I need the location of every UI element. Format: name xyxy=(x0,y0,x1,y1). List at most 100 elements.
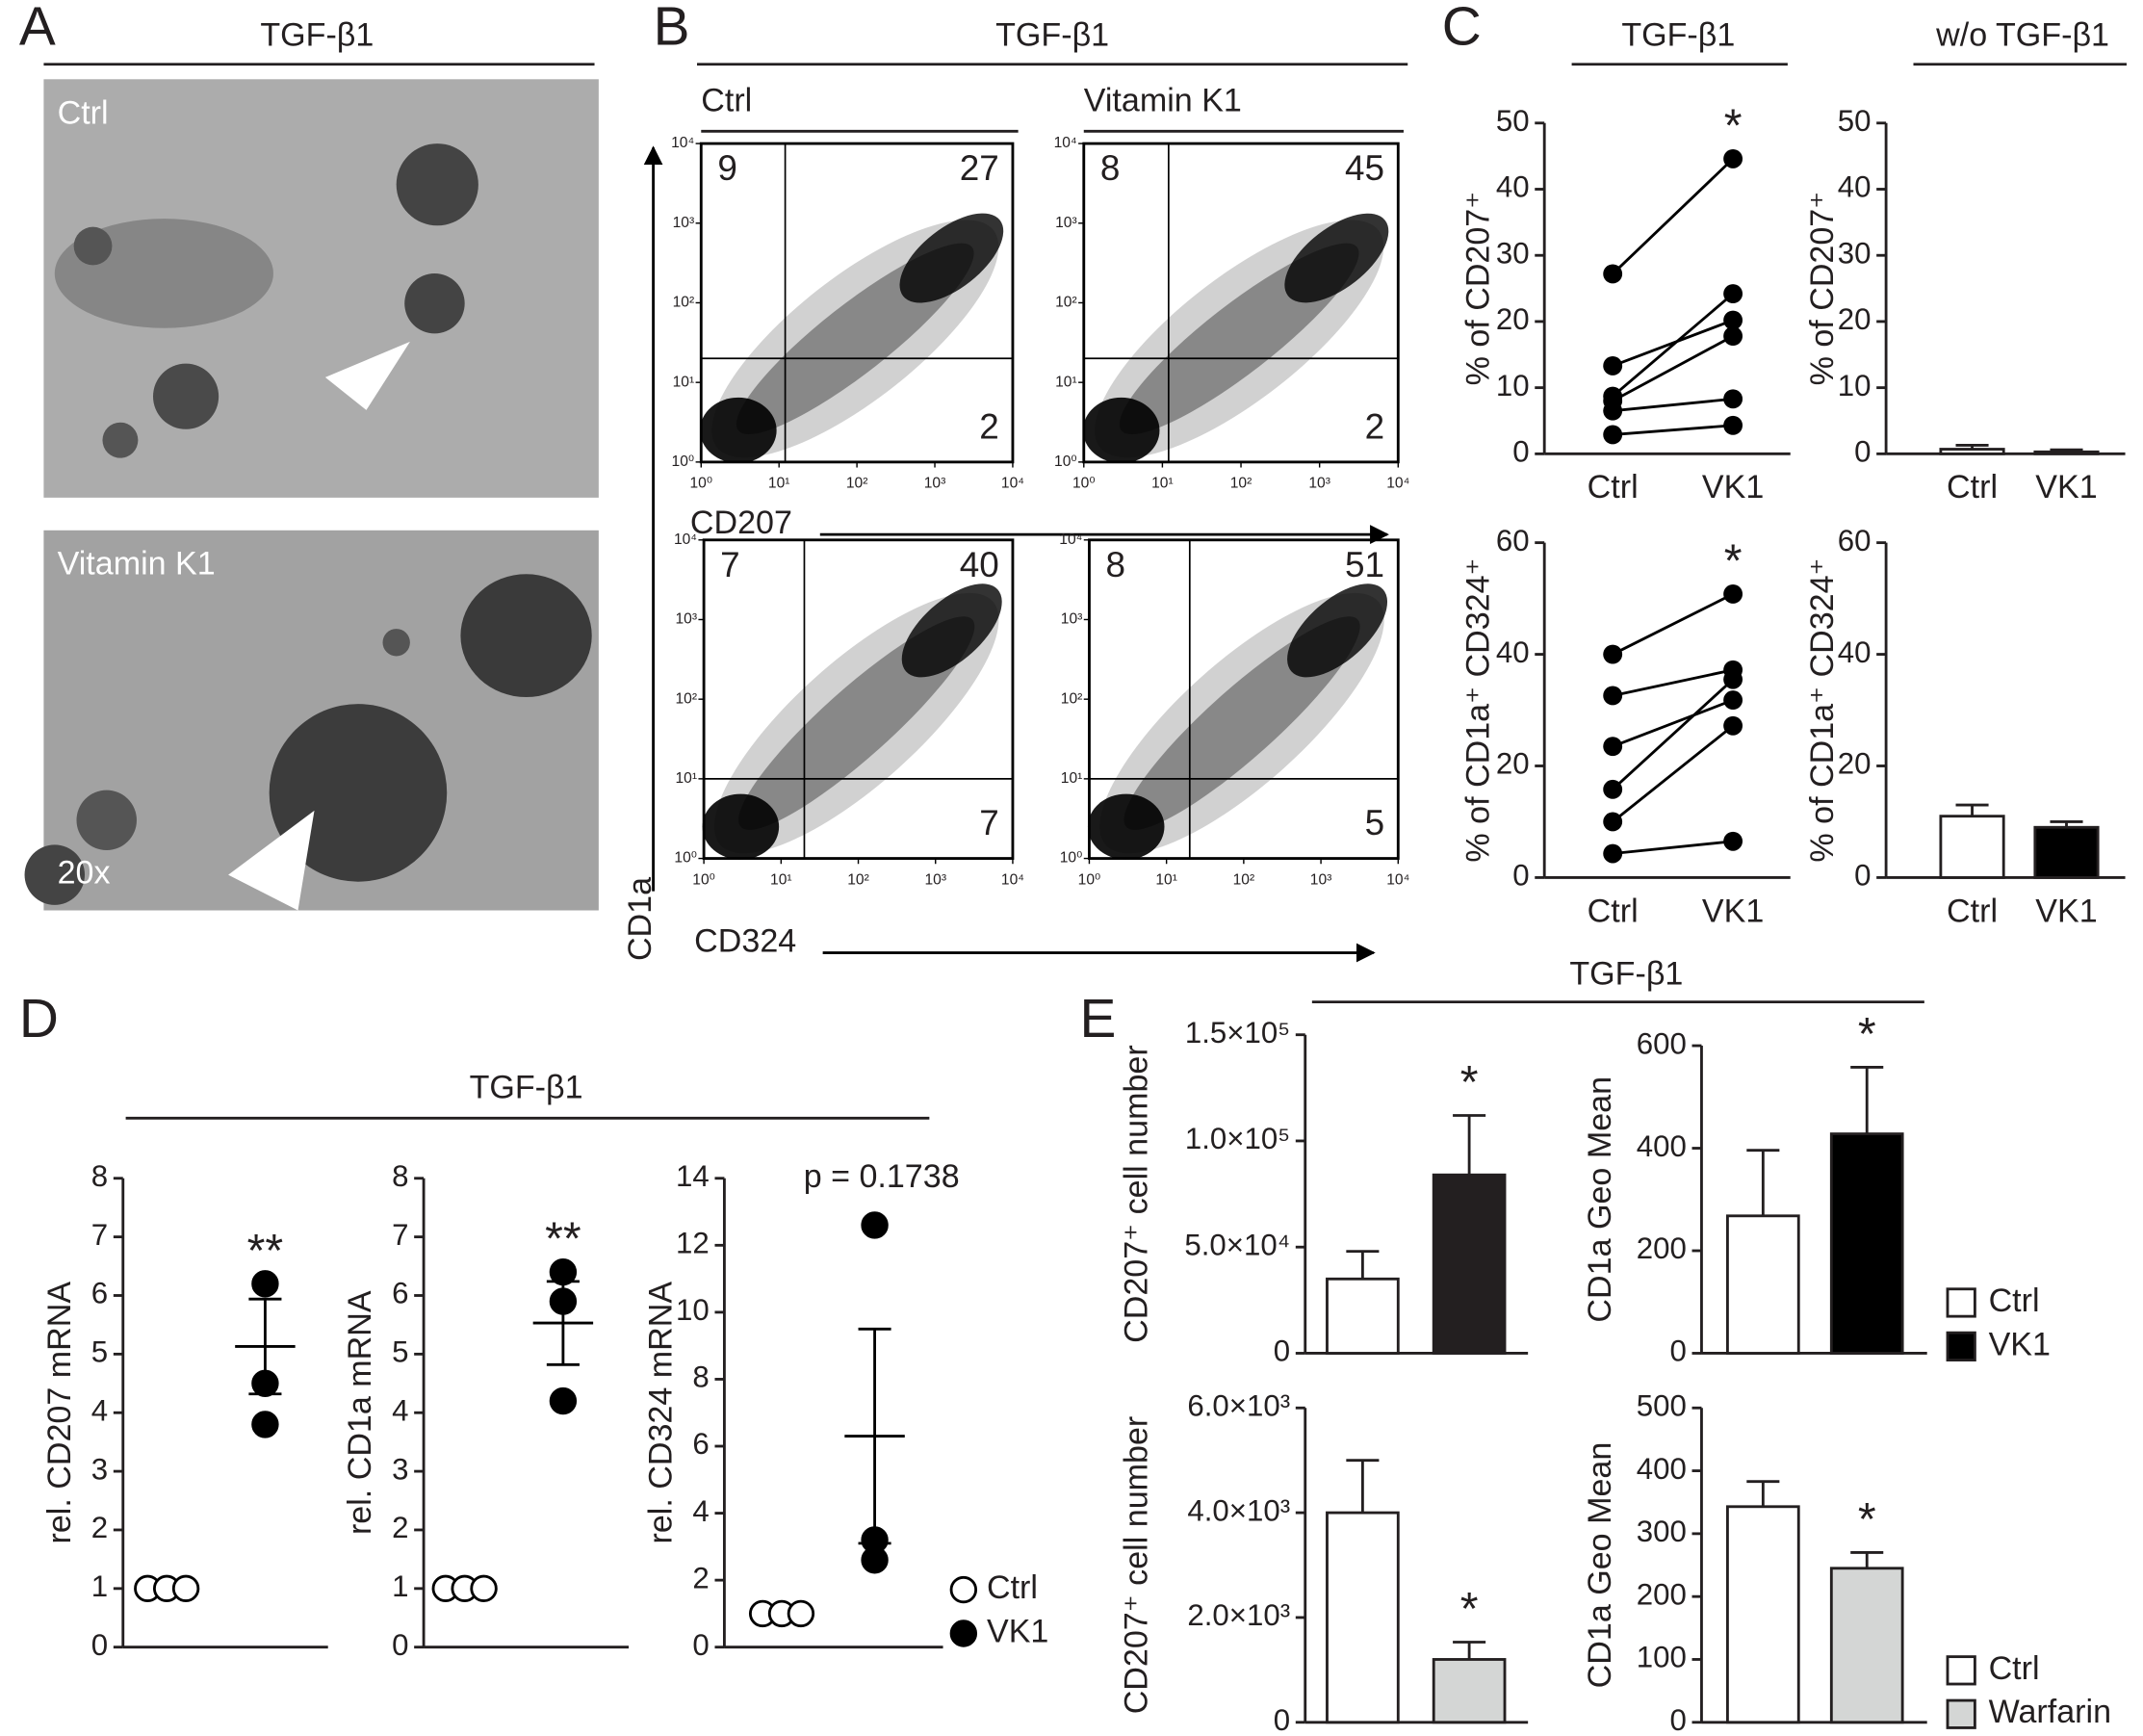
data-point xyxy=(1603,356,1623,376)
dot-cloud xyxy=(1287,583,1388,678)
y-tick-label: 3 xyxy=(392,1452,408,1486)
y-tick-label: 5 xyxy=(91,1335,108,1369)
panel-header: TGF-β1 xyxy=(260,16,374,53)
x-tick-label: 10⁴ xyxy=(1386,476,1409,492)
x-tick-label: 10² xyxy=(846,476,868,492)
legend-swatch xyxy=(1946,1331,1976,1361)
y-tick-label: 6.0×10³ xyxy=(1187,1389,1290,1423)
y-tick-label: 10⁰ xyxy=(1060,850,1083,867)
x-tick-label: 10¹ xyxy=(1155,871,1177,888)
y-tick-label: 10⁰ xyxy=(1054,453,1077,470)
y-tick-label: 0 xyxy=(692,1628,709,1662)
quadrant-value: 51 xyxy=(1345,545,1384,584)
y-tick-label: 6 xyxy=(91,1277,108,1310)
pair-line xyxy=(1612,334,1734,402)
x-tick-label: 10³ xyxy=(1310,871,1332,888)
y-tick-label: 100 xyxy=(1637,1641,1687,1674)
x-tick-label: Ctrl xyxy=(1947,469,1998,505)
y-tick-label: 10¹ xyxy=(673,374,695,390)
x-tick-label: 10⁰ xyxy=(1078,871,1101,888)
data-point xyxy=(1723,690,1743,711)
y-tick-label: 10¹ xyxy=(1055,374,1077,390)
y-tick-label: 10⁰ xyxy=(672,453,695,470)
y-tick-label: 14 xyxy=(676,1159,710,1193)
y-tick-label: 400 xyxy=(1637,1452,1687,1486)
data-point xyxy=(470,1574,498,1603)
x-tick-label: Ctrl xyxy=(1588,469,1639,505)
data-point xyxy=(251,1411,279,1438)
pair-line xyxy=(1612,319,1734,368)
x-tick-label: 10¹ xyxy=(768,476,790,492)
data-point xyxy=(861,1211,889,1239)
y-tick-label: 6 xyxy=(392,1277,408,1310)
image-label: Vitamin K1 xyxy=(58,546,216,583)
bar xyxy=(1726,1505,1800,1724)
y-tick-label: 0 xyxy=(1274,1703,1290,1736)
quadrant-value: 27 xyxy=(960,148,999,188)
y-tick-label: 0 xyxy=(1854,859,1871,893)
y-axis-label: rel. CD1a mRNA xyxy=(342,1290,378,1535)
annotation: * xyxy=(1724,99,1743,151)
data-point xyxy=(1723,831,1743,851)
legend-marker xyxy=(949,1575,978,1604)
data-point xyxy=(1603,812,1623,832)
bar xyxy=(1326,1511,1400,1724)
bar xyxy=(1939,815,2005,879)
pair-line xyxy=(1612,292,1735,398)
data-point xyxy=(1723,326,1743,346)
panel-header: TGF-β1 xyxy=(470,1069,583,1105)
quadrant-value: 5 xyxy=(1365,803,1385,842)
y-tick-label: 10⁴ xyxy=(1054,135,1077,151)
data-point xyxy=(861,1546,889,1574)
pair-line xyxy=(1613,424,1734,436)
annotation: ** xyxy=(545,1213,581,1265)
quadrant-value: 40 xyxy=(960,545,999,584)
y-tick-label: 0 xyxy=(1669,1703,1686,1736)
y-tick-label: 2 xyxy=(91,1511,108,1544)
x-tick-label: Ctrl xyxy=(1588,893,1639,929)
x-tick-label: 10³ xyxy=(924,871,946,888)
pair-line xyxy=(1612,157,1735,275)
bar xyxy=(2033,825,2100,879)
y-axis-label: % of CD1a⁺ CD324⁺ xyxy=(1804,557,1841,862)
y-tick-label: 4 xyxy=(392,1393,408,1427)
y-tick-label: 0 xyxy=(1512,435,1529,469)
y-tick-label: 4.0×10³ xyxy=(1187,1493,1290,1527)
quadrant-value: 9 xyxy=(717,148,737,188)
y-tick-label: 12 xyxy=(676,1227,710,1260)
y-tick-label: 20 xyxy=(1496,302,1530,336)
legend-label: Ctrl xyxy=(1989,1283,2040,1319)
data-point xyxy=(1603,779,1623,799)
y-tick-label: 0 xyxy=(1854,435,1871,469)
x-tick-label: 10⁴ xyxy=(1001,871,1024,888)
y-tick-label: 8 xyxy=(692,1360,709,1394)
panel-label: C xyxy=(1442,0,1482,57)
y-tick-label: 0 xyxy=(1274,1334,1290,1368)
y-tick-label: 10² xyxy=(1061,690,1083,707)
y-axis-label: CD1a Geo Mean xyxy=(1582,1442,1618,1689)
pair-line xyxy=(1612,724,1734,823)
annotation: * xyxy=(1724,534,1743,586)
data-point xyxy=(1603,401,1623,421)
y-tick-label: 2.0×10³ xyxy=(1187,1598,1290,1632)
x-tick-label: 10⁰ xyxy=(689,476,712,492)
panel-header: TGF-β1 xyxy=(1621,16,1735,53)
legend-label: Warfarin xyxy=(1989,1694,2111,1730)
y-tick-label: 10¹ xyxy=(1061,770,1083,787)
y-tick-label: 200 xyxy=(1637,1577,1687,1611)
bar xyxy=(1829,1567,1904,1724)
plot-title: Vitamin K1 xyxy=(1084,83,1242,119)
data-point xyxy=(1603,843,1623,864)
y-axis-label: CD207⁺ cell number xyxy=(1119,1416,1155,1715)
y-tick-label: 2 xyxy=(692,1561,709,1594)
micrograph: Ctrl xyxy=(43,79,599,498)
y-axis-label: CD207⁺ cell number xyxy=(1119,1045,1155,1343)
y-tick-label: 10² xyxy=(1055,295,1077,311)
y-tick-label: 10³ xyxy=(1055,215,1077,231)
x-tick-label: 10⁴ xyxy=(1386,871,1409,888)
y-tick-label: 10² xyxy=(675,690,697,707)
quadrant-value: 2 xyxy=(979,407,999,447)
bar xyxy=(2033,450,2100,455)
y-tick-label: 200 xyxy=(1637,1231,1687,1265)
y-tick-label: 600 xyxy=(1637,1026,1687,1060)
